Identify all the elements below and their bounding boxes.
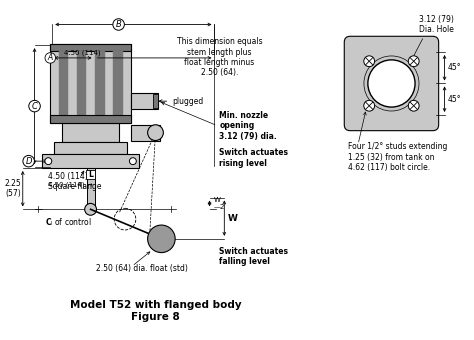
Text: 45°: 45° — [447, 95, 461, 104]
Bar — [95, 51, 105, 116]
Text: L: L — [88, 170, 93, 179]
Circle shape — [45, 158, 52, 165]
Text: B: B — [116, 20, 121, 29]
Text: Model T52 with flanged body: Model T52 with flanged body — [70, 300, 241, 310]
Bar — [42, 154, 139, 168]
Bar — [131, 125, 160, 140]
Text: D: D — [26, 157, 32, 166]
Text: W
—2: W —2 — [213, 197, 225, 210]
Circle shape — [368, 60, 415, 107]
Circle shape — [147, 225, 175, 253]
Bar — [50, 44, 131, 123]
Text: C: C — [32, 102, 37, 110]
Text: 4.50 (114) →: 4.50 (114) → — [48, 182, 93, 188]
Circle shape — [85, 203, 97, 215]
Text: Switch actuates
falling level: Switch actuates falling level — [219, 247, 288, 266]
Circle shape — [147, 125, 164, 140]
Circle shape — [364, 100, 374, 111]
Bar — [62, 123, 119, 142]
Text: 2.25
(57): 2.25 (57) — [4, 179, 21, 198]
Text: 4.50 (114)
Square flange: 4.50 (114) Square flange — [48, 172, 102, 191]
Text: 3.12 (79)
Dia. Hole: 3.12 (79) Dia. Hole — [419, 15, 454, 34]
Text: W: W — [227, 214, 237, 223]
Bar — [50, 44, 131, 51]
Bar — [153, 94, 158, 108]
Bar — [59, 51, 68, 116]
Bar — [87, 168, 94, 209]
Circle shape — [364, 56, 374, 67]
Text: Switch actuates
rising level: Switch actuates rising level — [219, 148, 288, 168]
Text: Figure 8: Figure 8 — [131, 312, 180, 322]
Text: This dimension equals
stem length plus
float length minus
2.50 (64).: This dimension equals stem length plus f… — [177, 37, 262, 78]
Circle shape — [408, 100, 419, 111]
Bar — [50, 115, 131, 123]
Bar — [54, 142, 127, 154]
Bar — [113, 51, 123, 116]
Text: A: A — [48, 53, 53, 63]
Text: 4.50 (114): 4.50 (114) — [64, 49, 101, 56]
Text: Min. nozzle
opening
3.12 (79) dia.: Min. nozzle opening 3.12 (79) dia. — [219, 111, 277, 141]
Text: Four 1/2° studs extending
1.25 (32) from tank on
4.62 (117) bolt circle.: Four 1/2° studs extending 1.25 (32) from… — [348, 142, 447, 172]
Circle shape — [408, 56, 419, 67]
Bar — [77, 51, 86, 116]
FancyBboxPatch shape — [344, 36, 438, 131]
Text: $\bf{C}$ₗ of control: $\bf{C}$ₗ of control — [46, 216, 92, 227]
Text: plugged: plugged — [159, 97, 203, 106]
Text: 45°: 45° — [447, 63, 461, 72]
Bar — [86, 170, 95, 179]
Text: 2.50 (64) dia. float (std): 2.50 (64) dia. float (std) — [96, 265, 188, 273]
Bar — [131, 93, 158, 109]
Circle shape — [129, 158, 137, 165]
